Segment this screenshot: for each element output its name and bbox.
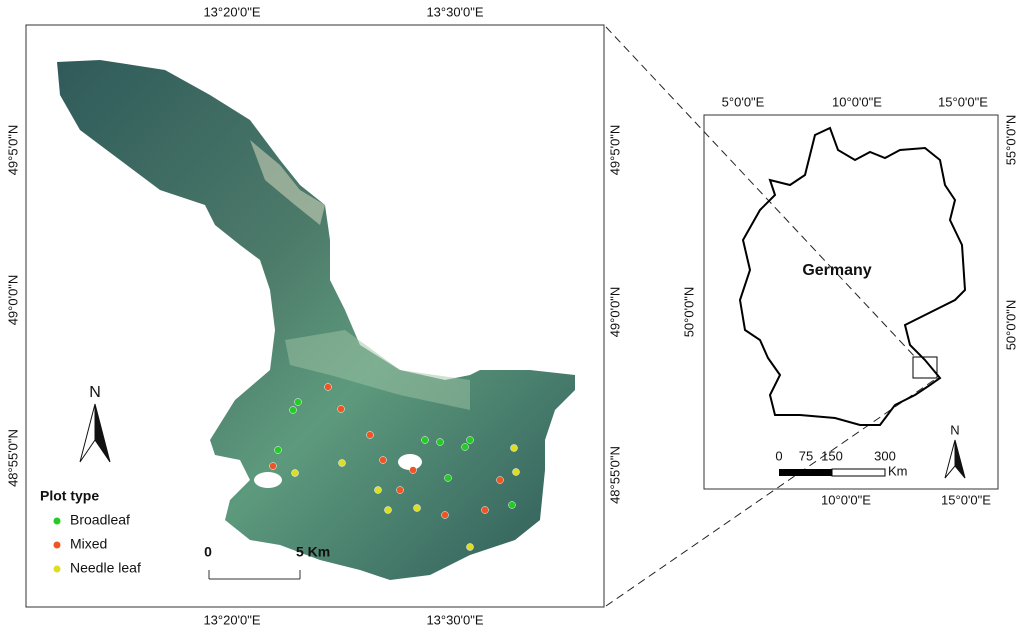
north-arrow (94, 403, 111, 463)
plot-point (291, 469, 299, 477)
forest-area (57, 60, 575, 580)
scale-bar (779, 469, 832, 476)
plot-point (269, 462, 277, 470)
plot-point (289, 406, 297, 414)
plot-point (510, 444, 518, 452)
scale-label: Km (888, 463, 908, 478)
plot-point (508, 501, 516, 509)
plot-point (374, 486, 382, 494)
plot-point (421, 436, 429, 444)
legend-swatch (53, 541, 61, 549)
lon-label: 13°30'0"E (426, 612, 483, 627)
legend-swatch (53, 565, 61, 573)
clearing (285, 330, 470, 410)
lon-label: 13°20'0"E (203, 612, 260, 627)
plot-point (338, 459, 346, 467)
plot-point (481, 506, 489, 514)
lon-label: 5°0'0"E (722, 94, 765, 109)
lat-label: 49°0'0"N (607, 287, 622, 338)
lat-label: 48°55'0"N (5, 429, 20, 487)
plot-point (512, 468, 520, 476)
country-label: Germany (802, 262, 871, 279)
north-label: N (89, 384, 101, 401)
plot-point (441, 511, 449, 519)
lon-label: 13°20'0"E (203, 4, 260, 19)
legend-title: Plot type (40, 488, 99, 504)
connector (605, 377, 938, 607)
scale-bar (831, 468, 886, 477)
lon-label: 10°0'0"E (821, 492, 871, 507)
country-outline (738, 126, 967, 426)
legend-label: Broadleaf (70, 512, 130, 528)
clearing (250, 140, 325, 225)
plots (269, 383, 520, 551)
plot-point (366, 431, 374, 439)
plot-point (294, 398, 302, 406)
plot-point (384, 506, 392, 514)
plot-point (337, 405, 345, 413)
plot-point (466, 436, 474, 444)
lon-label: 13°30'0"E (426, 4, 483, 19)
plot-point (436, 438, 444, 446)
plot-point (461, 443, 469, 451)
legend-label: Mixed (70, 536, 107, 552)
study-area-box (912, 356, 938, 379)
connector (605, 26, 917, 359)
lat-label: 50°0'0"N (1003, 300, 1018, 351)
lat-label: 50°0'0"N (681, 287, 696, 338)
plot-point (379, 456, 387, 464)
plot-point (324, 383, 332, 391)
plot-point (444, 474, 452, 482)
north-arrow (954, 439, 966, 479)
lon-label: 15°0'0"E (938, 94, 988, 109)
scale-label: 300 (874, 448, 896, 463)
plot-point (496, 476, 504, 484)
lat-label: 48°55'0"N (607, 446, 622, 504)
lon-label: 15°0'0"E (941, 492, 991, 507)
plot-point (274, 446, 282, 454)
lat-label: 49°0'0"N (5, 275, 20, 326)
scale-label: 5 Km (296, 544, 330, 560)
legend-label: Needle leaf (70, 560, 141, 576)
lat-label: 49°5'0"N (5, 125, 20, 176)
plot-point (396, 486, 404, 494)
plot-point (413, 504, 421, 512)
lon-label: 10°0'0"E (832, 94, 882, 109)
lat-label: 55°0'0"N (1003, 115, 1018, 166)
lat-label: 49°5'0"N (607, 125, 622, 176)
scale-label: 150 (821, 448, 843, 463)
gap (398, 454, 422, 470)
plot-point (409, 466, 417, 474)
legend-swatch (53, 517, 61, 525)
scale-label: 0 (204, 544, 212, 560)
gap (254, 472, 282, 488)
north-label: N (950, 422, 959, 437)
legend: Broadleaf Mixed Needle leaf (53, 512, 141, 576)
scale-label: 75 (799, 448, 813, 463)
plot-point (466, 543, 474, 551)
scale-label: 0 (775, 448, 782, 463)
